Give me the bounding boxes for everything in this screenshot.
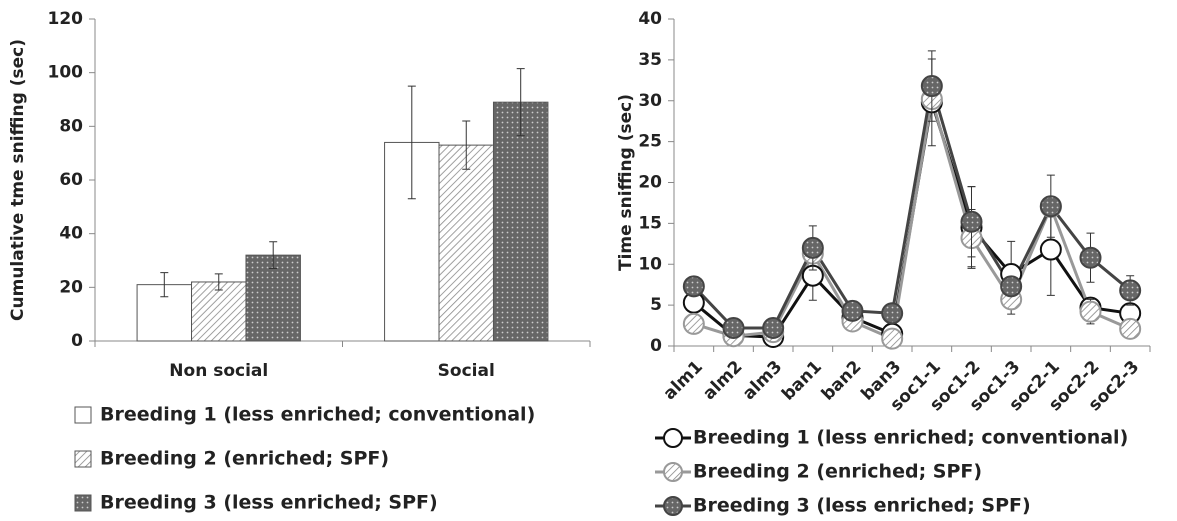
y-tick-label: 30: [638, 91, 662, 111]
marker: [960, 210, 983, 233]
x-tick-label: Non social: [169, 361, 268, 381]
y-tick-label: 0: [650, 336, 662, 356]
marker: [1079, 300, 1102, 323]
x-tick-label: Social: [438, 361, 495, 381]
y-tick-label: 120: [48, 9, 84, 29]
y-tick-label: 80: [59, 116, 83, 136]
marker: [1039, 195, 1062, 218]
legend-label: Breeding 2 (enriched; SPF): [693, 461, 982, 483]
y-tick-label: 0: [71, 331, 83, 351]
marker: [1039, 238, 1062, 261]
y-tick-label: 40: [638, 9, 662, 29]
marker: [682, 312, 705, 335]
marker: [762, 317, 785, 340]
y-tick-label: 5: [650, 295, 662, 315]
x-tick-label: alm3: [739, 357, 786, 404]
y-tick-label: 20: [59, 277, 83, 297]
y-axis-label: Cumulative tme sniffing (sec): [8, 39, 28, 321]
error-bar: [269, 241, 278, 270]
marker: [1079, 246, 1102, 269]
x-tick-label: ban1: [778, 357, 826, 405]
y-tick-label: 10: [638, 254, 662, 274]
marker: [1119, 317, 1142, 340]
marker: [722, 317, 745, 340]
legend-label: Breeding 1 (less enriched; conventional): [100, 404, 535, 426]
legend-marker: [663, 428, 683, 448]
bar: [191, 281, 247, 342]
legend-label: Breeding 2 (enriched; SPF): [100, 448, 389, 470]
y-tick-label: 15: [638, 213, 662, 233]
y-tick-label: 60: [59, 170, 83, 190]
error-bar: [407, 85, 416, 200]
error-bar: [462, 120, 471, 170]
x-tick-label: ban2: [818, 357, 866, 405]
y-tick-label: 100: [48, 63, 84, 83]
bar: [492, 101, 549, 342]
error-bar: [516, 68, 525, 137]
legend-label: Breeding 3 (less enriched; SPF): [693, 495, 1031, 517]
legend-swatch: [74, 406, 92, 424]
y-tick-label: 35: [638, 50, 662, 70]
error-bar: [214, 273, 223, 291]
marker: [1119, 279, 1142, 302]
marker: [801, 236, 824, 259]
bar: [438, 144, 494, 342]
marker: [682, 275, 705, 298]
legend-label: Breeding 1 (less enriched; conventional): [693, 427, 1128, 449]
line: [693, 98, 1131, 341]
legend-marker: [663, 496, 683, 516]
marker: [881, 327, 904, 350]
legend-marker: [663, 462, 683, 482]
legend-label: Breeding 3 (less enriched; SPF): [100, 492, 438, 514]
y-tick-label: 25: [638, 132, 662, 152]
x-tick-label: alm2: [699, 357, 746, 404]
x-tick-label: alm1: [660, 357, 707, 404]
y-tick-label: 20: [638, 173, 662, 193]
marker: [881, 302, 904, 325]
y-tick-label: 40: [59, 224, 83, 244]
marker: [841, 299, 864, 322]
legend-swatch: [74, 450, 92, 468]
y-axis-label: Time sniffing (sec): [616, 94, 636, 271]
legend-swatch: [74, 494, 92, 512]
error-bar: [160, 272, 169, 298]
marker: [1000, 275, 1023, 298]
line: [692, 85, 1132, 330]
marker: [920, 75, 943, 98]
